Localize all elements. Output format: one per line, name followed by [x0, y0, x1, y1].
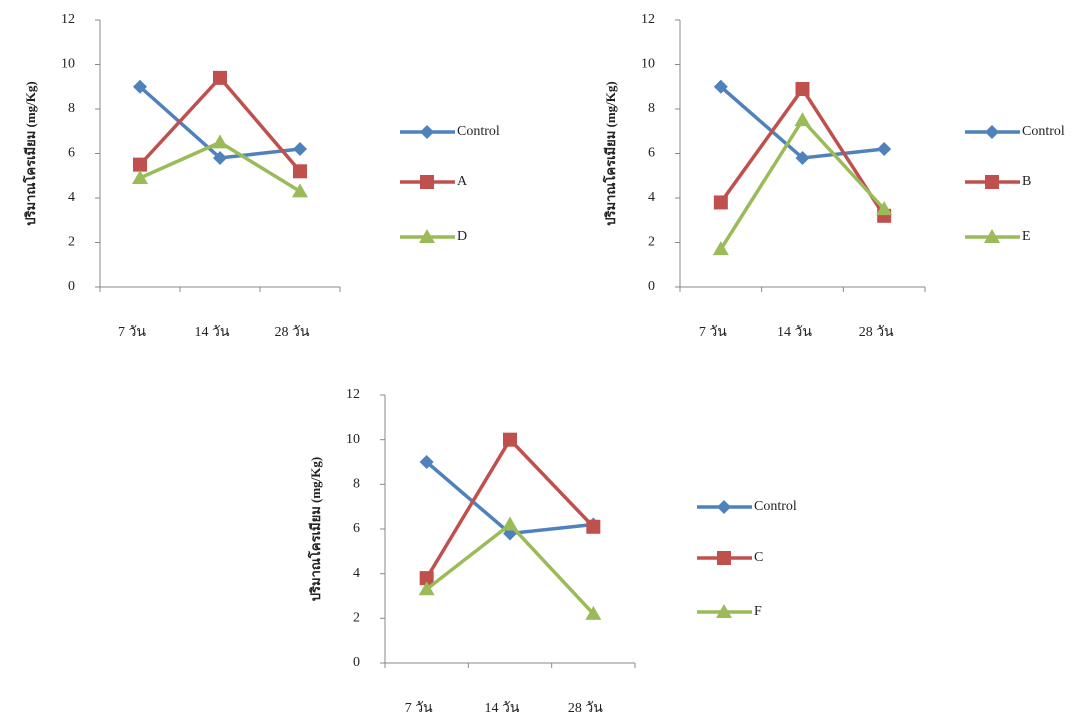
marker — [212, 134, 228, 149]
y-tick-label: 12 — [346, 387, 360, 402]
y-tick-label: 0 — [648, 279, 655, 294]
marker — [713, 195, 728, 210]
marker — [418, 581, 435, 596]
x-tick-label: 14 วัน — [485, 701, 520, 716]
marker — [292, 183, 308, 198]
marker — [795, 150, 810, 165]
legend-label: D — [457, 229, 467, 244]
marker — [717, 551, 731, 565]
marker — [877, 142, 892, 157]
legend-label: E — [1022, 229, 1031, 244]
marker — [419, 229, 435, 243]
marker — [585, 605, 602, 620]
y-tick-label: 10 — [641, 57, 655, 72]
marker — [795, 81, 810, 96]
y-tick-label: 12 — [641, 12, 655, 27]
marker — [713, 79, 728, 94]
marker — [213, 150, 227, 165]
marker — [133, 79, 147, 94]
y-tick-label: 12 — [61, 12, 75, 27]
y-tick-label: 6 — [68, 146, 75, 161]
y-tick-label: 0 — [353, 655, 360, 670]
y-tick-label: 10 — [346, 432, 360, 447]
y-axis-label: ปริมาณโครเมียม (mg/Kg) — [22, 81, 38, 226]
legend-label: Control — [754, 499, 797, 514]
marker — [420, 125, 434, 139]
y-tick-label: 4 — [68, 190, 75, 205]
x-tick-label: 28 วัน — [275, 325, 310, 340]
series-line — [139, 140, 301, 193]
series-line — [719, 117, 886, 251]
y-tick-label: 6 — [648, 146, 655, 161]
y-axis-label: ปริมาณโครเมียม (mg/Kg) — [307, 457, 323, 602]
marker — [984, 229, 1000, 243]
y-tick-label: 8 — [353, 477, 360, 492]
marker — [419, 571, 434, 586]
legend-label: B — [1022, 174, 1031, 189]
marker — [985, 125, 999, 139]
marker — [419, 455, 434, 469]
y-tick-label: 4 — [353, 566, 360, 581]
y-tick-label: 8 — [68, 101, 75, 116]
marker — [712, 241, 729, 256]
marker — [716, 604, 732, 618]
x-tick-label: 7 วัน — [118, 325, 146, 340]
marker — [293, 164, 307, 179]
marker — [985, 175, 999, 189]
x-tick-label: 7 วัน — [699, 325, 727, 340]
marker — [293, 142, 307, 157]
marker — [586, 519, 601, 534]
marker — [133, 157, 147, 172]
y-tick-label: 0 — [68, 279, 75, 294]
x-tick-label: 7 วัน — [405, 701, 433, 716]
legend-label: Control — [457, 124, 500, 139]
x-tick-label: 14 วัน — [195, 325, 230, 340]
y-axis-label: ปริมาณโครเมียม (mg/Kg) — [602, 81, 618, 226]
marker — [717, 500, 731, 514]
marker — [132, 169, 148, 184]
y-tick-label: 4 — [648, 190, 655, 205]
legend-label: Control — [1022, 124, 1065, 139]
y-tick-label: 2 — [353, 611, 360, 626]
x-tick-label: 14 วัน — [777, 325, 812, 340]
marker — [794, 112, 811, 127]
y-tick-label: 8 — [648, 101, 655, 116]
marker — [502, 516, 518, 531]
legend-label: F — [754, 604, 762, 619]
series-line — [425, 436, 595, 580]
y-tick-label: 6 — [353, 521, 360, 536]
legend-label: A — [457, 174, 468, 189]
marker — [420, 175, 434, 189]
marker — [213, 70, 227, 85]
y-tick-label: 2 — [68, 235, 75, 250]
marker — [876, 201, 893, 216]
x-tick-label: 28 วัน — [859, 325, 894, 340]
x-tick-label: 28 วัน — [568, 701, 603, 716]
y-tick-label: 2 — [648, 235, 655, 250]
legend-label: C — [754, 550, 763, 565]
marker — [503, 432, 517, 447]
y-tick-label: 10 — [61, 57, 75, 72]
